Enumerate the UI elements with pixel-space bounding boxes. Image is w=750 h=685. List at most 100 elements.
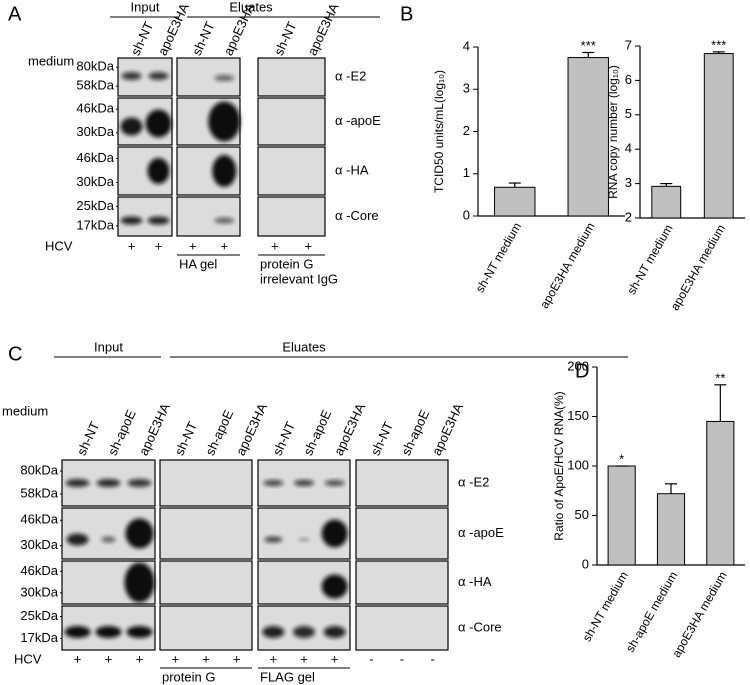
hcv-sign: - — [369, 651, 373, 666]
blot-membrane — [159, 560, 253, 605]
significance: *** — [711, 37, 726, 52]
mw-marker: 46kDa — [20, 512, 58, 527]
hcv-sign: + — [304, 238, 312, 253]
lane-label: sh-apoE — [398, 407, 432, 458]
blot-band — [148, 72, 169, 80]
lane-label: sh-apoE — [202, 407, 236, 458]
mw-marker: 46kDa — [76, 101, 114, 116]
mw-marker: 30kDa — [76, 124, 114, 139]
bar — [651, 185, 682, 219]
header: Eluates — [229, 0, 273, 14]
bar — [656, 493, 686, 566]
blot-band — [147, 158, 170, 184]
mw-marker: 17kDa — [20, 630, 58, 645]
group-label: irrelevant IgG — [260, 271, 338, 286]
lane-label: apoE3HA — [331, 401, 368, 458]
lane-label: apoE3HA — [233, 401, 270, 458]
blot-band — [66, 533, 89, 546]
blot-band — [120, 216, 143, 225]
y-tick-label: 3 — [463, 81, 470, 96]
blot-band — [212, 155, 237, 187]
header: Eluates — [282, 339, 326, 354]
x-tick-label: apoE3HA medium — [537, 220, 597, 311]
lane-label: apoE3HA — [136, 401, 173, 458]
blot-membrane — [159, 459, 253, 507]
antibody-label: α -apoE — [458, 525, 504, 540]
header: Input — [94, 339, 123, 354]
lane-label: sh-NT — [368, 419, 397, 457]
blot-band — [120, 117, 143, 136]
y-axis-label: Ratio of ApoE/HCV RNA(%) — [552, 391, 566, 540]
hcv-sign: + — [202, 651, 210, 666]
lane-label: sh-NT — [128, 19, 157, 57]
y-tick-label: 50 — [575, 507, 589, 522]
antibody-label: α -apoE — [335, 113, 381, 128]
mw-marker: 80kDa — [20, 462, 58, 477]
significance: * — [619, 451, 624, 466]
y-tick-label: 5 — [625, 106, 632, 121]
blot-membrane — [117, 196, 173, 237]
mw-marker: 58kDa — [20, 485, 58, 500]
significance: *** — [581, 38, 596, 53]
hcv-sign: + — [300, 651, 308, 666]
mw-marker: 46kDa — [20, 563, 58, 578]
blot-band — [64, 626, 91, 638]
antibody-label: α -E2 — [335, 68, 366, 83]
antibody-label: α -Core — [335, 208, 379, 223]
lane-label: sh-NT — [172, 419, 201, 457]
blot-band — [124, 562, 155, 603]
hcv-sign: + — [233, 651, 241, 666]
lane-label: sh-NT — [270, 419, 299, 457]
y-tick-label: 2 — [463, 123, 470, 138]
bar — [567, 57, 609, 217]
blot-membrane — [257, 97, 326, 146]
lane-label: sh-NT — [74, 419, 103, 457]
blot-band — [96, 479, 121, 487]
hcv-sign: + — [74, 651, 82, 666]
antibody-label: α -E2 — [458, 474, 489, 489]
medium-label: medium — [2, 403, 48, 418]
blot-band — [293, 626, 315, 638]
antibody-label: α -Core — [458, 619, 502, 634]
antibody-label: α -HA — [458, 574, 492, 589]
y-tick-label: 2 — [625, 209, 632, 224]
antibody-label: α -HA — [335, 162, 369, 177]
mw-marker: 25kDa — [76, 198, 114, 213]
header: Input — [131, 0, 160, 14]
x-tick-label: apoE3HA medium — [669, 569, 729, 660]
y-tick-label: 200 — [567, 358, 589, 373]
blot-band — [65, 479, 90, 487]
group-label: HA gel — [179, 256, 217, 271]
panel-letter: A — [8, 3, 22, 25]
hcv-sign: + — [331, 651, 339, 666]
lane-label: sh-apoE — [300, 407, 334, 458]
y-tick-label: 0 — [582, 556, 589, 571]
blot-membrane — [257, 196, 326, 237]
bar — [706, 420, 735, 566]
blot-band — [214, 217, 235, 224]
hcv-sign: - — [430, 651, 434, 666]
bar — [607, 465, 636, 566]
y-axis-label: TCID50 units/mL(log₁₀) — [432, 70, 446, 193]
lane-label: apoE3HA — [429, 401, 466, 458]
hcv-sign: + — [128, 238, 136, 253]
blot-membrane — [257, 507, 351, 560]
mw-marker: 17kDa — [76, 217, 114, 232]
y-tick-label: 4 — [625, 141, 632, 156]
significance: ** — [715, 370, 725, 385]
lane-label: sh-NT — [189, 19, 218, 57]
blot-band — [145, 109, 172, 138]
blot-band — [324, 480, 345, 486]
hcv-sign: + — [220, 238, 228, 253]
blot-membrane — [355, 605, 449, 651]
blot-membrane — [355, 507, 449, 560]
blot-band — [95, 626, 122, 638]
y-tick-label: 1 — [463, 165, 470, 180]
mw-marker: 30kDa — [20, 584, 58, 599]
group-label: protein G — [162, 669, 215, 684]
blot-band — [323, 626, 346, 638]
y-tick-label: 7 — [625, 37, 632, 52]
hcv-sign: + — [189, 238, 197, 253]
panel-letter: C — [8, 343, 22, 365]
